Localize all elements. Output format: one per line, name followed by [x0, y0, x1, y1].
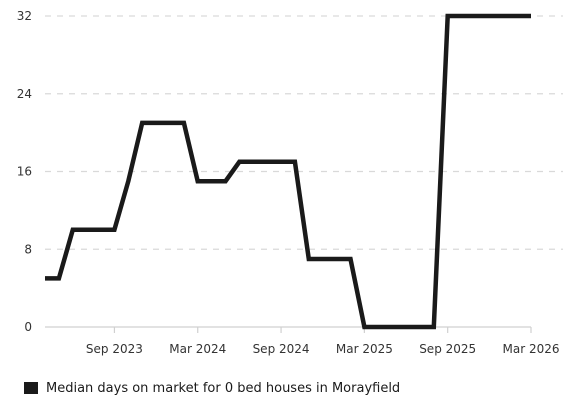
- x-tick-label: Mar 2025: [336, 342, 393, 356]
- x-tick-labels: Sep 2023 Mar 2024 Sep 2024 Mar 2025 Sep 2025…: [86, 342, 560, 356]
- series-line: [45, 13, 531, 330]
- legend-swatch: [24, 382, 38, 394]
- y-tick-label: 0: [24, 320, 32, 334]
- y-axis: 0 8 16 24 32: [17, 9, 32, 334]
- x-tick-label: Mar 2026: [503, 342, 560, 356]
- legend-label: Median days on market for 0 bed houses i…: [46, 381, 400, 395]
- x-axis: [45, 326, 532, 333]
- y-tick-label: 16: [17, 165, 32, 179]
- x-tick-label: Sep 2025: [419, 342, 476, 356]
- legend: Median days on market for 0 bed houses i…: [24, 381, 400, 395]
- y-tick-label: 24: [17, 87, 32, 101]
- x-tick-label: Mar 2024: [169, 342, 226, 356]
- x-tick-label: Sep 2024: [253, 342, 310, 356]
- y-tick-label: 8: [24, 242, 32, 256]
- series-group: [45, 13, 531, 330]
- x-tick-label: Sep 2023: [86, 342, 143, 356]
- y-tick-label: 32: [17, 9, 32, 23]
